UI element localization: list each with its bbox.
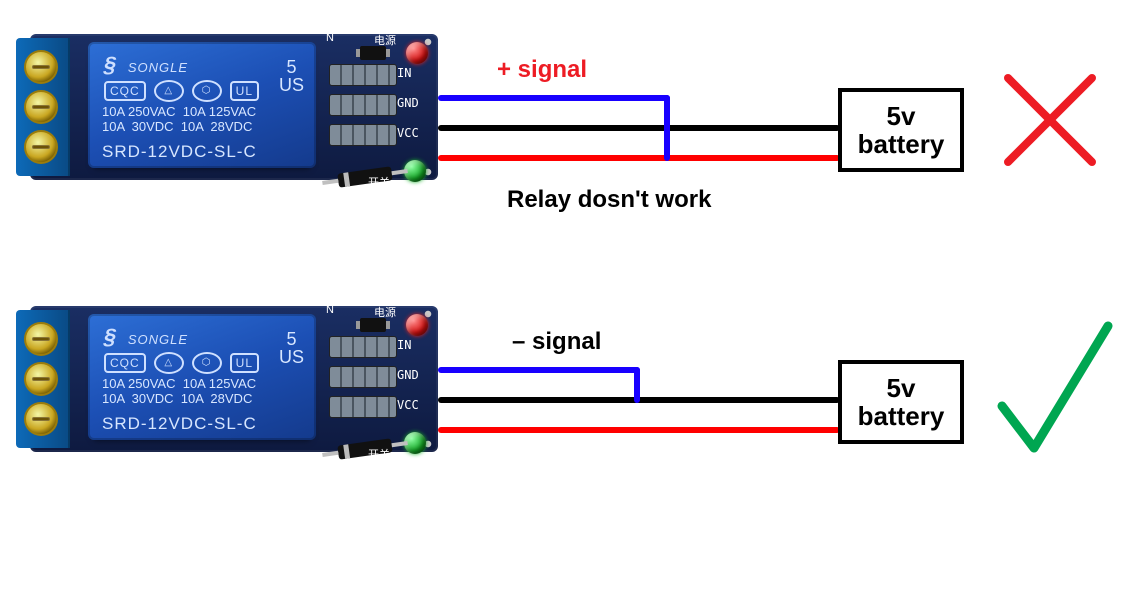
pin-in-pad [329, 336, 397, 358]
cert-mark: CQC [104, 81, 146, 101]
pin-gnd-pad [329, 366, 397, 388]
cert-mark: UL [230, 81, 259, 101]
battery-box: 5v battery [838, 88, 964, 172]
header-pins: IN GND VCC [329, 60, 429, 150]
pin-label-vcc: VCC [397, 126, 419, 140]
signal-label-positive: + signal [497, 56, 587, 84]
pin-vcc-pad [329, 124, 397, 146]
pin-in-pad [329, 64, 397, 86]
screw-terminal-block [16, 38, 70, 176]
ul-us: US [279, 348, 304, 366]
ul-us: US [279, 76, 304, 94]
battery-label: battery [858, 130, 945, 158]
wire-in-blue [438, 367, 640, 373]
relay-part-number: SRD-12VDC-SL-C [102, 142, 257, 162]
silk-switch-cn: 开关 [368, 446, 390, 462]
wire-in-blue [438, 95, 670, 101]
brand-logo-glyph: § [101, 324, 120, 350]
silk-switch-cn: 开关 [368, 174, 390, 190]
relay-brand: § SONGLE [104, 324, 188, 350]
silk-n: N [326, 304, 334, 316]
terminal-screw [24, 362, 58, 396]
wire-vcc-red [438, 427, 840, 433]
check-mark-icon [990, 310, 1120, 480]
x-mark-icon [1000, 70, 1100, 170]
relay-ratings: 10A 250VAC 10A 125VAC 10A 30VDC 10A 28VD… [102, 104, 256, 134]
pin-vcc-pad [329, 396, 397, 418]
wire-in-blue-drop [664, 95, 670, 161]
relay-module: § SONGLE CQC △ ⬡ UL 5 US 10A 250VAC 10A … [18, 300, 443, 462]
brand-name: SONGLE [128, 60, 188, 75]
pin-gnd-pad [329, 94, 397, 116]
pin-label-gnd: GND [397, 368, 419, 382]
battery-voltage: 5v [858, 102, 945, 130]
pin-label-gnd: GND [397, 96, 419, 110]
ul-5: 5 [279, 58, 304, 76]
relay-brand: § SONGLE [104, 52, 188, 78]
cert-mark: ⬡ [192, 352, 222, 374]
cert-mark: △ [154, 80, 184, 102]
wire-vcc-red [438, 155, 840, 161]
signal-label-negative: – signal [512, 328, 601, 356]
brand-logo-glyph: § [101, 52, 120, 78]
wire-in-blue-drop [634, 367, 640, 403]
ul-5us: 5 US [279, 330, 304, 366]
relay-part-number: SRD-12VDC-SL-C [102, 414, 257, 434]
cert-mark: △ [154, 352, 184, 374]
battery-voltage: 5v [858, 374, 945, 402]
terminal-screw [24, 402, 58, 436]
relay-module: § SONGLE CQC △ ⬡ UL 5 US 10A 250VAC 10A … [18, 28, 443, 190]
relay-cube: § SONGLE CQC △ ⬡ UL 5 US 10A 250VAC 10A … [88, 42, 316, 168]
cert-marks: CQC △ ⬡ UL [104, 80, 259, 102]
silk-n: N [326, 32, 334, 44]
transistor-sot [360, 46, 386, 60]
terminal-screw [24, 90, 58, 124]
pin-label-in: IN [397, 338, 411, 352]
wire-gnd-black [438, 125, 840, 131]
relay-ratings: 10A 250VAC 10A 125VAC 10A 30VDC 10A 28VD… [102, 376, 256, 406]
terminal-screw [24, 322, 58, 356]
silk-power-cn: 电源 [374, 304, 396, 320]
cert-mark: UL [230, 353, 259, 373]
cert-marks: CQC △ ⬡ UL [104, 352, 259, 374]
ul-5us: 5 US [279, 58, 304, 94]
cert-mark: CQC [104, 353, 146, 373]
terminal-screw [24, 50, 58, 84]
pin-label-vcc: VCC [397, 398, 419, 412]
relay-cube: § SONGLE CQC △ ⬡ UL 5 US 10A 250VAC 10A … [88, 314, 316, 440]
transistor-sot [360, 318, 386, 332]
terminal-screw [24, 130, 58, 164]
screw-terminal-block [16, 310, 70, 448]
cert-mark: ⬡ [192, 80, 222, 102]
battery-label: battery [858, 402, 945, 430]
battery-box: 5v battery [838, 360, 964, 444]
silk-power-cn: 电源 [374, 32, 396, 48]
header-pins: IN GND VCC [329, 332, 429, 422]
pin-label-in: IN [397, 66, 411, 80]
caption-relay-doesnt-work: Relay dosn't work [507, 186, 711, 214]
ul-5: 5 [279, 330, 304, 348]
brand-name: SONGLE [128, 332, 188, 347]
